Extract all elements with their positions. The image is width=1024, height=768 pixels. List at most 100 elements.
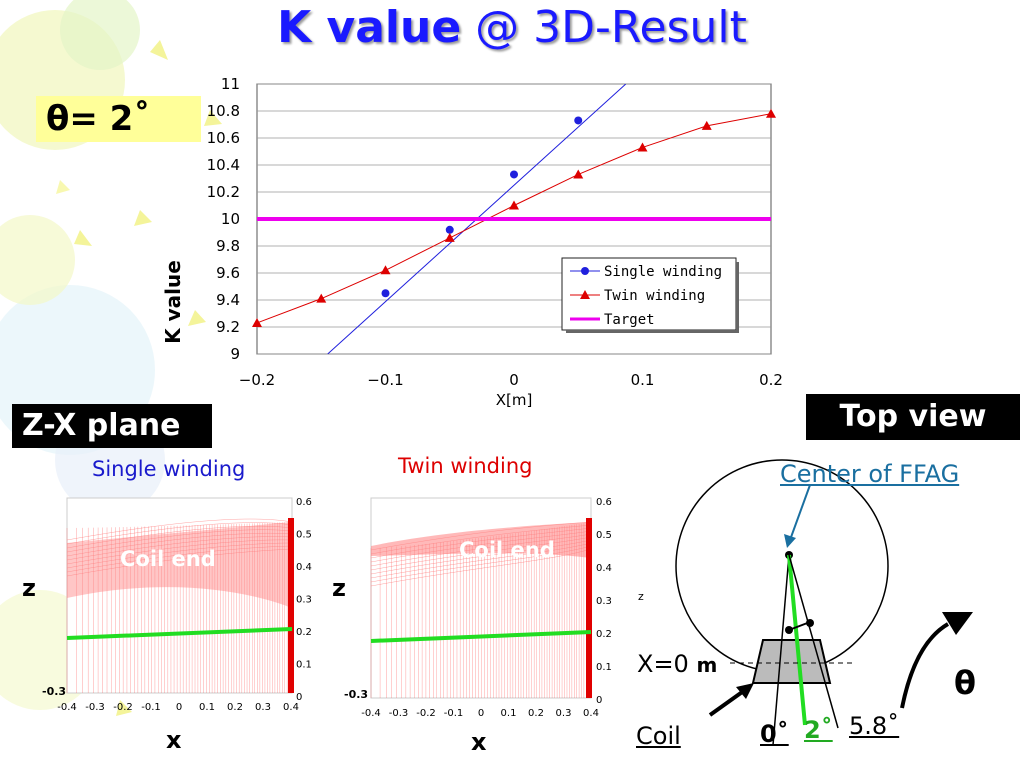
x-tick-labels: -0.4 -0.3 -0.2 -0.1 0 0.1 0.2 0.3 0.4	[57, 702, 299, 713]
z-tick-label: 0	[596, 695, 602, 706]
theta-symbol: θ	[954, 664, 976, 702]
x-tick-label: 0.3	[255, 702, 271, 713]
center-of-ffag-label: Center of FFAG	[780, 460, 960, 488]
twin-point	[252, 317, 262, 327]
x-tick-labels: -0.4 -0.3 -0.2 -0.1 0 0.1 0.2 0.3 0.4	[361, 708, 599, 718]
x-tick-label: 0.4	[283, 702, 299, 713]
x-zero-prefix: X=0	[637, 650, 689, 678]
x-tick-label: −0.1	[367, 371, 403, 389]
y-tick-label: 9.4	[216, 291, 240, 309]
title-rest: @ 3D-Result	[475, 2, 747, 53]
twin-point	[444, 232, 455, 242]
ray-5-8deg	[788, 554, 839, 729]
z-tick-label: 0.2	[596, 629, 612, 640]
x-axis-label: x	[166, 726, 182, 754]
chart-legend: Single winding Twin winding Target	[561, 257, 739, 333]
x-tick-label: 0.1	[631, 371, 655, 389]
twin-point	[701, 120, 712, 130]
y-tick-label: 10.4	[207, 156, 240, 174]
x-tick-label: -0.3	[389, 708, 409, 718]
x-tick-label: -0.2	[113, 702, 133, 713]
twin-point	[766, 108, 776, 118]
x-axis-label: x	[471, 728, 487, 756]
x-tick-label: -0.1	[444, 708, 464, 718]
center-pointer-arrow	[784, 534, 796, 548]
angle-5-8-label: 5.8˚	[849, 712, 900, 740]
coil-end-region	[371, 522, 591, 558]
title-main: K value	[277, 2, 462, 53]
x-axis-label: X[m]	[496, 391, 533, 409]
twin-point	[637, 142, 648, 152]
z-tick-labels: 0.6 0.5 0.4 0.3 0.2 0.1 0	[296, 497, 312, 703]
x-tick-labels: −0.2 −0.1 0 0.1 0.2	[239, 371, 783, 389]
y-tick-label: 9.2	[216, 318, 240, 336]
single-winding-plot: Coil end 0.6 0.5 0.4 0.3 0.2 0.1 0 -0.4 -0.3 -0.…	[42, 497, 312, 713]
coil-block	[751, 639, 832, 684]
z-axis-label: z	[332, 574, 346, 602]
x-tick-label: 0.2	[759, 371, 783, 389]
y-tick-label: 10.6	[207, 129, 240, 147]
orbit-line	[66, 627, 293, 640]
coil-label: Coil	[636, 722, 681, 750]
y-axis-label: K value	[161, 260, 185, 344]
y-tick-labels: 11 10.8 10.6 10.4 10.2 10 9.8 9.6 9.4 9.2 9	[207, 75, 240, 363]
theta-rotation-arc	[900, 622, 950, 709]
ray-0deg	[772, 554, 790, 746]
x-zero-label: X=0 m	[637, 650, 717, 678]
legend-single: Single winding	[604, 264, 722, 280]
x-tick-label: -0.2	[416, 708, 436, 718]
top-view-label: Top view	[806, 394, 1020, 440]
y-tick-label: 9	[230, 345, 240, 363]
z-tick-label: 0.6	[596, 497, 612, 508]
z-small-label: z	[638, 590, 644, 603]
z-tick-label: 0.5	[296, 530, 312, 541]
z-tick-labels: 0.6 0.5 0.4 0.3 0.2 0.1 0	[596, 497, 612, 706]
z-axis-label: z	[22, 574, 36, 602]
twin-winding-plot: Coil end 0.6 0.5 0.4 0.3 0.2 0.1 0 -0.4 -0.3 -0.…	[344, 497, 612, 718]
twin-point	[509, 200, 519, 210]
z-tick-label: 0.4	[296, 562, 312, 573]
twin-winding-title: Twin winding	[398, 454, 533, 478]
x-axis-origin-mark: -0.3	[42, 685, 66, 698]
x-tick-label: 0	[478, 708, 484, 718]
page-title: K value @ 3D-Result	[0, 2, 1024, 53]
legend-target: Target	[604, 312, 655, 328]
z-tick-label: 0.1	[296, 660, 312, 671]
x-axis-origin-mark: -0.3	[344, 688, 368, 701]
x-tick-label: -0.1	[141, 702, 161, 713]
x-tick-label: 0.1	[199, 702, 215, 713]
single-winding-title: Single winding	[92, 457, 246, 481]
z-tick-label: 0.5	[596, 530, 612, 541]
z-tick-label: 0.3	[596, 596, 612, 607]
legend-twin-marker	[580, 290, 590, 299]
y-tick-label: 10	[221, 210, 240, 228]
angle-2-label: 2˚	[804, 716, 833, 744]
coil-edge	[586, 518, 592, 698]
z-tick-label: 0.6	[296, 497, 312, 508]
twin-point	[380, 265, 391, 275]
x-tick-label: 0.1	[501, 708, 517, 718]
z-tick-label: 0.3	[296, 595, 312, 606]
x-tick-label: 0	[509, 371, 519, 389]
angle-0-label: 0˚	[760, 720, 789, 748]
z-tick-label: 0	[296, 692, 302, 703]
x-tick-label: -0.4	[361, 708, 381, 718]
z-tick-label: 0.2	[296, 627, 312, 638]
zx-plane-label: Z-X plane	[12, 404, 212, 448]
coil-end-label: Coil end	[459, 538, 555, 562]
theta-arrow-head	[942, 612, 973, 635]
twin-point	[573, 169, 584, 179]
x-tick-label: 0.4	[583, 708, 599, 718]
single-point	[445, 225, 454, 234]
z-tick-label: 0.4	[596, 563, 612, 574]
x-tick-label: 0.2	[227, 702, 243, 713]
x-tick-label: -0.4	[57, 702, 77, 713]
single-point	[574, 116, 583, 125]
coil-end-label: Coil end	[120, 547, 216, 571]
x-tick-label: 0	[176, 702, 182, 713]
x-tick-label: 0.3	[556, 708, 572, 718]
y-tick-label: 9.6	[216, 264, 240, 282]
coil-end-region	[67, 522, 292, 608]
ray-2deg	[787, 554, 807, 726]
twin-point	[316, 293, 327, 303]
